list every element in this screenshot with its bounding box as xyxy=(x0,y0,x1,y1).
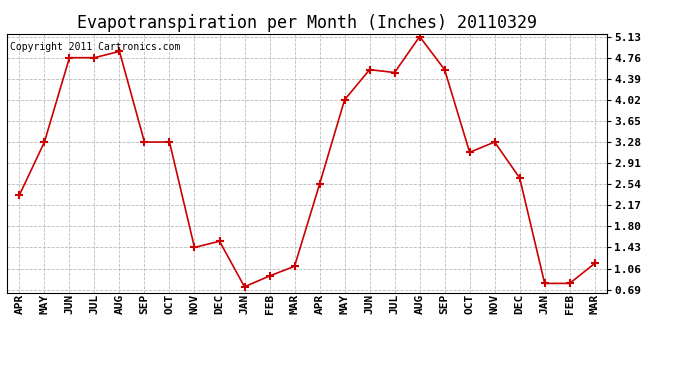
Text: Copyright 2011 Cartronics.com: Copyright 2011 Cartronics.com xyxy=(10,42,180,51)
Title: Evapotranspiration per Month (Inches) 20110329: Evapotranspiration per Month (Inches) 20… xyxy=(77,14,537,32)
